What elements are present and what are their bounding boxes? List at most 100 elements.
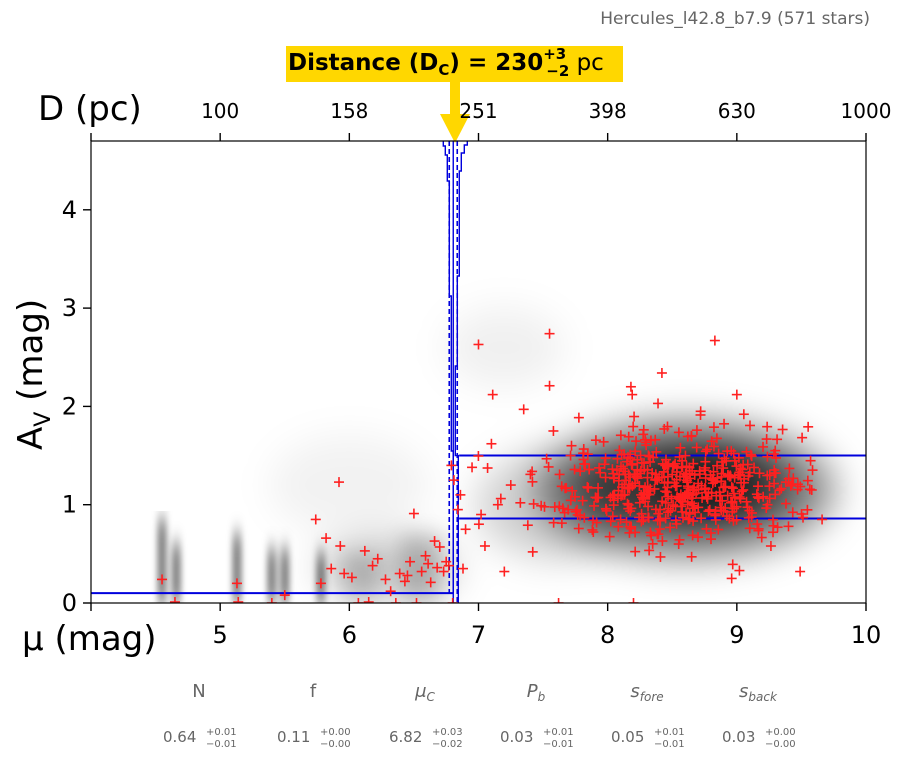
star-marker xyxy=(706,436,717,447)
star-marker xyxy=(628,421,639,432)
star-marker xyxy=(689,500,700,511)
x-tick-label: 8 xyxy=(600,621,615,649)
star-marker xyxy=(607,511,618,522)
star-marker xyxy=(762,421,773,432)
star-marker xyxy=(749,462,760,473)
star-marker xyxy=(473,339,484,350)
top-tick-label: 158 xyxy=(330,99,368,123)
star-marker xyxy=(722,490,733,501)
star-marker xyxy=(650,504,661,515)
star-marker xyxy=(765,540,776,551)
star-marker xyxy=(745,420,756,431)
star-marker xyxy=(528,498,539,509)
param-plus: +0.01 xyxy=(543,727,574,738)
star-marker xyxy=(499,566,510,577)
star-marker xyxy=(736,486,747,497)
star-marker xyxy=(595,467,606,478)
star-marker xyxy=(587,524,598,535)
star-marker xyxy=(614,445,625,456)
star-marker xyxy=(695,409,706,420)
star-marker xyxy=(505,480,516,491)
star-marker xyxy=(613,521,624,532)
star-marker xyxy=(746,512,757,523)
star-marker xyxy=(380,574,391,585)
star-marker xyxy=(660,513,671,524)
star-marker xyxy=(544,380,555,391)
star-marker xyxy=(620,469,631,480)
star-marker xyxy=(772,522,783,533)
star-marker xyxy=(680,450,691,461)
star-marker xyxy=(677,455,688,466)
star-marker xyxy=(787,507,798,518)
star-marker xyxy=(570,491,581,502)
star-marker xyxy=(622,483,633,494)
x-axis-bottom: 5 6 7 8 9 10 xyxy=(90,603,881,649)
star-marker xyxy=(651,446,662,457)
star-marker xyxy=(804,484,815,495)
star-marker xyxy=(447,598,458,603)
star-marker xyxy=(675,489,686,500)
x-axis-label: μ (mag) xyxy=(22,619,157,659)
star-marker xyxy=(731,461,742,472)
param-plus: +0.00 xyxy=(320,727,351,738)
star-marker xyxy=(722,446,733,457)
star-marker xyxy=(764,493,775,504)
star-marker xyxy=(737,464,748,475)
star-marker xyxy=(326,563,337,574)
star-marker xyxy=(720,503,731,514)
star-marker xyxy=(702,493,713,504)
star-marker xyxy=(744,467,755,478)
star-marker xyxy=(663,491,674,502)
star-marker xyxy=(611,465,622,476)
star-marker xyxy=(630,546,641,557)
star-marker xyxy=(700,446,711,457)
star-marker xyxy=(515,497,526,508)
star-marker xyxy=(708,441,719,452)
star-marker xyxy=(157,574,168,585)
star-marker xyxy=(670,515,681,526)
star-marker xyxy=(817,514,828,525)
star-marker xyxy=(583,482,594,493)
field-label: Hercules_l42.8_b7.9 (571 stars) xyxy=(600,9,870,29)
star-marker xyxy=(616,449,627,460)
star-marker xyxy=(696,513,707,524)
star-marker xyxy=(673,539,684,550)
star-marker xyxy=(727,559,738,570)
star-marker xyxy=(665,505,676,516)
banner-prefix: Distance (D xyxy=(288,50,438,76)
star-marker xyxy=(669,477,680,488)
star-marker xyxy=(582,449,593,460)
star-marker xyxy=(518,404,529,415)
star-marker xyxy=(476,509,487,520)
star-marker xyxy=(674,534,685,545)
star-marker xyxy=(716,468,727,479)
star-marker xyxy=(659,477,670,488)
star-marker xyxy=(577,495,588,506)
distance-arrow xyxy=(440,82,470,143)
star-marker xyxy=(627,389,638,400)
star-marker xyxy=(432,562,443,573)
star-marker xyxy=(701,523,712,534)
param-minus: −0.01 xyxy=(206,739,237,750)
star-marker xyxy=(700,473,711,484)
star-marker xyxy=(467,462,478,473)
star-marker xyxy=(473,519,484,530)
star-marker xyxy=(367,560,378,571)
param-value: 0.11 xyxy=(277,728,310,746)
star-marker xyxy=(707,474,718,485)
param-plus: +0.00 xyxy=(765,727,796,738)
star-marker xyxy=(726,482,737,493)
top-axis-label: D (pc) xyxy=(38,89,142,129)
star-marker xyxy=(567,485,578,496)
model-fit xyxy=(91,141,866,603)
param-name: f xyxy=(310,681,317,702)
star-marker xyxy=(657,496,668,507)
star-marker xyxy=(752,519,763,530)
param-plus: +0.03 xyxy=(432,727,463,738)
star-marker xyxy=(582,481,593,492)
y-axis-left: 0 1 2 3 4 xyxy=(62,196,91,617)
star-marker xyxy=(429,536,440,547)
star-marker xyxy=(656,472,667,483)
star-marker xyxy=(231,578,242,589)
